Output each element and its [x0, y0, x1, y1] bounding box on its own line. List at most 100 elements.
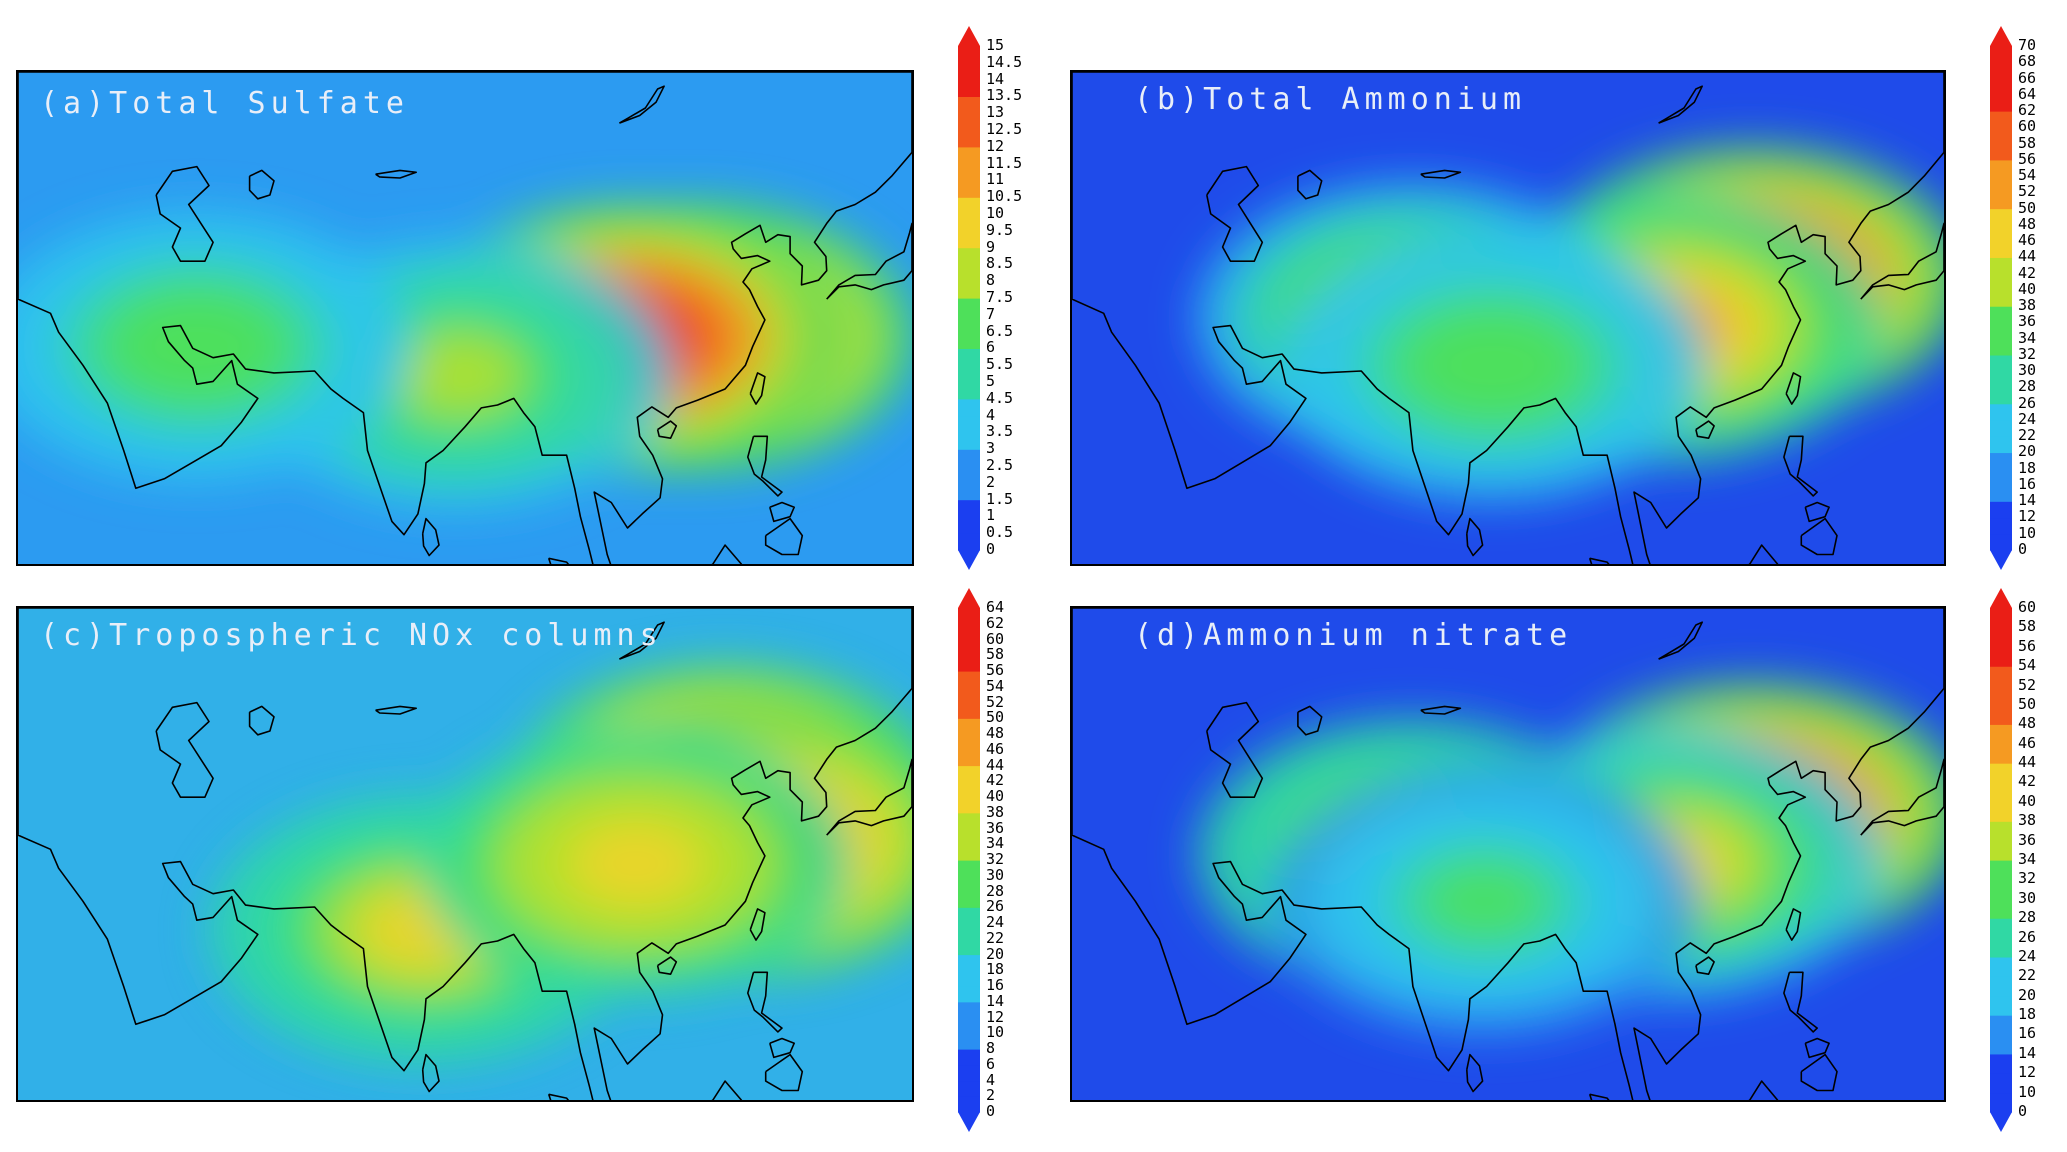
colorbar-segment — [958, 197, 980, 215]
colorbar-tick-label: 38 — [986, 802, 1005, 821]
colorbar-tick-label: 5 — [986, 372, 996, 390]
hotspot-sichuan-basin — [570, 822, 701, 905]
colorbar-segment — [1990, 860, 2012, 880]
map-svg-b — [1072, 72, 1944, 564]
colorbar-segment — [1990, 995, 2012, 1016]
colorbar-tick-label: 22 — [2018, 426, 2037, 445]
colorbar-tick-label: 20 — [2018, 985, 2037, 1004]
coastline-luzon — [746, 971, 783, 1033]
colorbar-segment — [958, 608, 980, 625]
panel-title: (d)Ammonium nitrate — [1134, 618, 1573, 653]
colorbar-tick-label: 44 — [2018, 247, 2037, 266]
colorbar-segment — [1990, 627, 2012, 648]
coastline-japan — [1860, 758, 1944, 836]
panel-title: (c)Tropospheric NOx columns — [40, 618, 663, 653]
colorbar-segment — [958, 907, 980, 924]
coastline-baikal — [618, 85, 665, 124]
coastline-aral — [248, 169, 275, 200]
colorbar-tick-label: 0 — [2018, 540, 2028, 558]
colorbar-segment — [1990, 501, 2012, 519]
colorbar-segment — [1990, 273, 2012, 291]
coastline-balkhash — [1420, 169, 1462, 179]
colorbar-tick-label: 3 — [986, 439, 996, 458]
coastline-baikal — [1658, 621, 1704, 660]
hotspot-persian-gulf — [132, 305, 262, 388]
colorbar-tick-label: 42 — [2018, 263, 2037, 282]
colorbar-extend-max — [958, 26, 980, 46]
colorbar-segment — [958, 749, 980, 767]
coastline-mainland — [1072, 72, 1944, 564]
colorbar-segment — [1990, 452, 2012, 470]
coastline-srilanka — [1466, 1053, 1484, 1093]
colorbar-tick-label: 0 — [986, 540, 996, 558]
colorbar-segment — [1990, 1034, 2012, 1055]
colorbar-tick-label: 54 — [2018, 166, 2037, 185]
colorbar-tick-label: 20 — [2018, 442, 2037, 461]
colorbar-segment — [958, 415, 980, 433]
colorbar-tick-label: 6 — [986, 338, 996, 357]
colorbar-tick-label: 16 — [2018, 474, 2037, 493]
colorbar-tick-label: 16 — [986, 976, 1005, 994]
colorbar-segment — [1990, 704, 2012, 725]
map-svg-a — [18, 72, 912, 564]
colorbar-segment — [958, 1017, 980, 1034]
colorbar-tick-label: 36 — [2018, 312, 2037, 331]
colorbar-tick-label: 46 — [2018, 231, 2037, 250]
coastlines — [18, 608, 912, 1100]
colorbar-segment — [958, 482, 980, 501]
coastline-caspian — [1206, 165, 1264, 262]
colorbar-tick-label: 48 — [2018, 714, 2037, 733]
colorbar-segment — [1990, 176, 2012, 193]
coastlines — [18, 72, 912, 564]
colorbar-segment — [958, 765, 980, 782]
colorbar-tick-label: 42 — [986, 771, 1005, 790]
coastline-taiwan — [1785, 372, 1802, 405]
colorbar-tick-label: 10.5 — [986, 187, 1023, 206]
colorbar-total-ammonium: 0 10 12 14 16 18 20 22 24 26 28 30 32 34 36 38 40 42 44 46 4… — [1988, 24, 2064, 572]
coastline-hainan — [1695, 420, 1715, 440]
concentration-field — [18, 200, 912, 511]
colorbar-tick-label: 40 — [2018, 279, 2037, 298]
colorbar-segment — [1990, 46, 2012, 63]
colorbar-segment — [1990, 224, 2012, 242]
colorbar-segment — [958, 1049, 980, 1066]
colorbar-tick-label: 24 — [2018, 946, 2037, 965]
colorbar-tick-label: 36 — [2018, 830, 2037, 849]
map-total-ammonium: (b)Total Ammonium — [1070, 70, 1946, 566]
colorbar-tick-label: 56 — [2018, 149, 2037, 168]
coastline-luzon — [1783, 435, 1819, 497]
coastline-mainland — [18, 72, 912, 564]
coastline-caspian — [155, 165, 214, 262]
colorbar-tick-label: 16 — [2018, 1024, 2037, 1043]
colorbar-tick-label: 9.5 — [986, 220, 1014, 239]
concentration-field — [1196, 680, 1944, 1038]
colorbar-segment — [958, 331, 980, 349]
colorbar-segment — [958, 382, 980, 400]
colorbar-tick-label: 36 — [986, 818, 1005, 837]
colorbar-segment — [958, 533, 980, 551]
colorbar-segment — [1990, 159, 2012, 177]
colorbar-tick-label: 12 — [2018, 507, 2037, 526]
colorbar-tick-label: 32 — [2018, 869, 2037, 888]
colorbar-tick-label: 64 — [986, 598, 1005, 616]
coastline-balkhash — [1420, 705, 1462, 715]
colorbar-tick-label: 10 — [986, 204, 1005, 222]
colorbar-tick-label: 50 — [2018, 694, 2037, 713]
colorbar-tick-label: 1.5 — [986, 489, 1014, 508]
colorbar-segment — [1990, 1092, 2012, 1113]
hotspot-ganges-plain — [1427, 324, 1557, 407]
colorbar-segment — [958, 639, 980, 656]
colorbar-segment — [958, 281, 980, 299]
colorbar-segment — [958, 812, 980, 830]
colorbar-tick-label: 64 — [2018, 84, 2037, 103]
colorbar-tick-label: 14 — [986, 69, 1005, 88]
coastline-taiwan — [749, 908, 766, 941]
coastline-luzon — [1783, 971, 1819, 1033]
colorbar-tick-label: 7 — [986, 304, 996, 323]
colorbar-tick-label: 10 — [2018, 523, 2037, 542]
colorbar-tick-label: 48 — [2018, 214, 2037, 233]
colorbar-segment — [1990, 143, 2012, 161]
colorbar-segment — [1990, 956, 2012, 977]
colorbar-tick-label: 66 — [2018, 68, 2037, 87]
colorbar-segment — [958, 79, 980, 97]
